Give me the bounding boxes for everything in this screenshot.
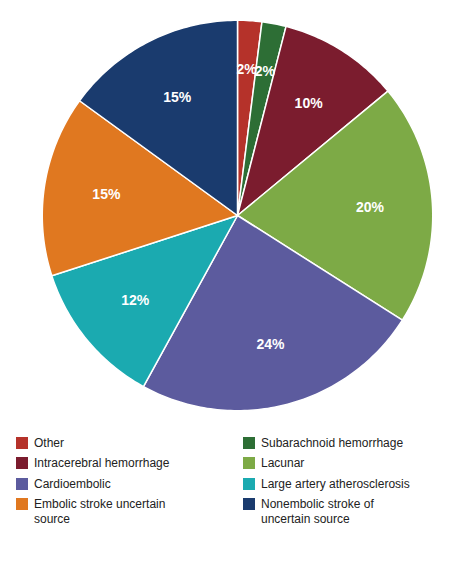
svg-text:12%: 12%: [121, 292, 150, 308]
html-text:Large artery atherosclerosis: Large artery atherosclerosis: [261, 476, 410, 491]
html-text:Other: Other: [34, 436, 64, 450]
html-text:Nonembolic stroke of uncertain: Nonembolic stroke of uncertain source: [261, 497, 374, 526]
html-text:Intracerebral hemorrhage: Intracerebral hemorrhage: [34, 456, 170, 471]
html-text:Subarachnoid hemorrhage: Subarachnoid hemorrhage: [261, 436, 404, 450]
svg-text:2%: 2%: [255, 63, 276, 79]
html-text:Embolic stroke uncertain sourc: Embolic stroke uncertain source: [34, 497, 166, 526]
svg-text:15%: 15%: [92, 186, 121, 202]
svg-text:2%: 2%: [236, 60, 257, 77]
html-text:Cardioembolic: Cardioembolic: [34, 476, 111, 491]
svg-text:24%: 24%: [257, 336, 286, 352]
svg-text:10%: 10%: [295, 95, 324, 111]
svg-text:20%: 20%: [356, 199, 385, 215]
html-text:Lacunar: Lacunar: [261, 456, 305, 471]
svg-text:15%: 15%: [163, 89, 192, 105]
